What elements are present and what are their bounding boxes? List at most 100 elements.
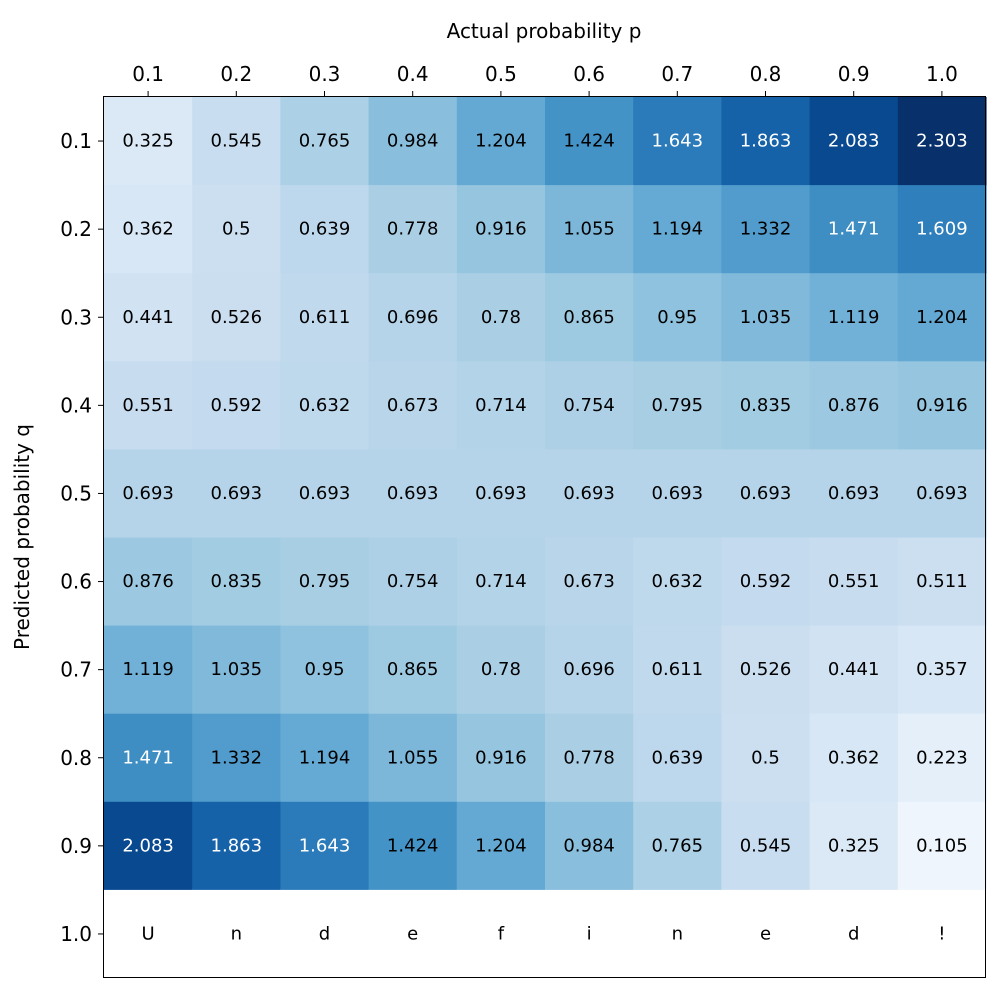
cell-value-label: i [587,923,592,944]
cell-value-label: 0.325 [122,131,174,152]
heatmap-cell [809,713,899,803]
heatmap-cell [456,713,546,803]
heatmap-cell [809,889,899,979]
cell-value-label: 0.984 [387,131,439,152]
heatmap-cell [280,273,370,362]
heatmap-cell [104,537,193,627]
cell-value-label: 0.835 [211,571,263,592]
heatmap-cell [368,537,458,627]
cell-value-label: 0.441 [828,659,880,680]
y-tick-label: 0.6 [60,570,92,594]
heatmap-cell [368,449,458,539]
y-tick-label: 0.7 [60,658,92,682]
cell-value-label: 0.78 [481,307,521,328]
heatmap-cell [368,625,458,715]
heatmap-cell [809,625,899,715]
cell-value-label: 0.5 [222,219,251,240]
heatmap-cell [809,537,899,627]
cell-value-label: 1.119 [828,307,880,328]
cell-value-label: 0.441 [122,307,174,328]
cell-value-label: 1.194 [652,219,704,240]
heatmap-cell [192,801,281,891]
heatmap-cell [809,801,899,891]
cell-value-label: 0.916 [916,395,968,416]
cell-value-label: 1.035 [740,307,792,328]
cell-value-label: d [848,923,859,944]
y-tick-label: 0.9 [60,834,92,858]
cell-value-label: 1.471 [828,219,880,240]
heatmap-cell [104,185,193,274]
cell-value-label: 0.693 [828,483,880,504]
heatmap-cell [721,449,811,539]
cell-value-label: U [142,923,155,944]
heatmap-cell [721,537,811,627]
heatmap-cell [897,713,987,803]
heatmap-cell [456,801,546,891]
heatmap-cell [897,801,987,891]
cell-value-label: 0.693 [563,483,615,504]
cell-value-label: 0.714 [475,571,527,592]
heatmap-cell [104,273,193,362]
cell-value-label: 0.95 [657,307,697,328]
cell-value-label: f [498,923,505,944]
heatmap-cell [721,361,811,450]
heatmap-cell [545,97,634,186]
cell-value-label: n [231,923,242,944]
cell-value-label: 0.511 [916,571,968,592]
cell-value-label: 0.592 [211,395,263,416]
y-tick-label: 0.5 [60,481,92,505]
cell-value-label: 0.325 [828,835,880,856]
cell-value-label: 0.696 [387,307,439,328]
cell-value-label: 0.78 [481,659,521,680]
cell-value-label: 0.632 [652,571,704,592]
heatmap-cell [545,449,634,539]
y-tick-label: 0.3 [60,305,92,329]
heatmap-cell [280,625,370,715]
y-tick-label: 0.2 [60,217,92,241]
y-tick-label: 1.0 [60,922,92,946]
cell-value-label: e [760,923,771,944]
heatmap-cell [633,537,722,627]
cell-value-label: 0.795 [299,571,351,592]
cell-value-label: 1.204 [475,131,527,152]
cell-value-label: 0.693 [916,483,968,504]
cell-value-label: 0.876 [122,571,174,592]
heatmap-cell [368,97,458,186]
heatmap-cell [633,801,722,891]
heatmap-cell [368,801,458,891]
cell-value-label: 0.876 [828,395,880,416]
heatmap-cell [456,361,546,450]
x-tick-label: 0.6 [573,62,605,86]
heatmap-cell [192,361,281,450]
heatmap-cell [104,361,193,450]
y-tick-label: 0.4 [60,393,92,417]
cell-value-label: 0.865 [563,307,615,328]
cell-value-label: 1.643 [652,131,704,152]
heatmap-cell [809,273,899,362]
cell-value-label: 0.362 [828,747,880,768]
cell-value-label: 0.639 [299,219,351,240]
heatmap-cell [545,625,634,715]
cell-value-label: 0.765 [652,835,704,856]
heatmap-cell [633,449,722,539]
heatmap-cell [280,889,370,979]
cell-value-label: 0.765 [299,131,351,152]
cell-value-label: 0.693 [475,483,527,504]
x-axis-ticks: 0.1 0.2 0.3 0.4 0.5 0.6 0.7 0.8 0.9 1.0 [132,62,958,96]
heatmap-cell [633,361,722,450]
cell-value-label: 0.778 [563,747,615,768]
heatmap-cell [280,537,370,627]
cell-value-label: 0.778 [387,219,439,240]
heatmap-cell [633,713,722,803]
cell-value-label: 0.545 [211,131,263,152]
cell-value-label: 0.693 [211,483,263,504]
cell-value-label: 0.551 [122,395,174,416]
heatmap-cell [192,713,281,803]
heatmap-cell [192,449,281,539]
heatmap-cell [192,273,281,362]
cell-value-label: 0.984 [563,835,615,856]
cell-value-label: 0.693 [652,483,704,504]
cell-value-label: 1.863 [740,131,792,152]
cell-value-label: 1.119 [122,659,174,680]
cell-value-label: 0.95 [304,659,344,680]
